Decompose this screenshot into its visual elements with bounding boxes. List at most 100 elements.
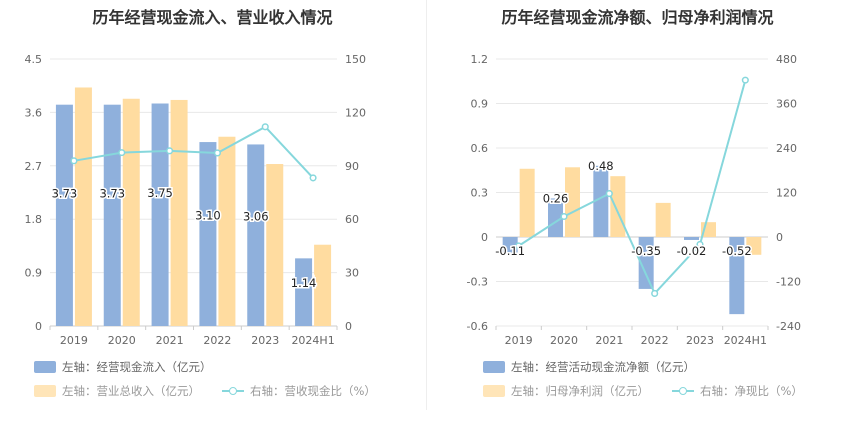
x-tick-label: 2023 bbox=[251, 334, 279, 347]
ratio-point bbox=[515, 242, 523, 250]
legend-label-net-cash-ratio: 右轴：净现比（%） bbox=[700, 384, 803, 398]
bar-data-label: 0.48 bbox=[588, 159, 614, 173]
y-right-tick-label: 90 bbox=[345, 160, 359, 173]
y-right-tick-label: 480 bbox=[776, 53, 797, 66]
bar-secondary bbox=[314, 244, 332, 326]
bar-data-label: 3.73 bbox=[99, 187, 125, 201]
bar-data-label: 3.73 bbox=[52, 187, 78, 201]
y-right-tick-label: 120 bbox=[776, 187, 797, 200]
bar-primary bbox=[502, 237, 518, 254]
y-right-tick-label: -240 bbox=[776, 320, 801, 333]
y-right-tick-label: 150 bbox=[345, 53, 366, 66]
bar-primary bbox=[103, 104, 121, 326]
bar-secondary bbox=[565, 167, 580, 237]
legend-label-revenue-cash-ratio: 右轴：营收现金比（%） bbox=[250, 384, 376, 398]
legend-item-cash-inflow[interactable]: 左轴：经营现金流入（亿元） bbox=[34, 360, 212, 374]
legend-item-revenue-cash-ratio[interactable]: 右轴：营收现金比（%） bbox=[222, 384, 376, 398]
x-tick-label: 2021 bbox=[156, 334, 184, 347]
ratio-point bbox=[560, 212, 568, 221]
y-right-tick-label: -120 bbox=[776, 276, 801, 289]
ratio-point bbox=[213, 149, 221, 157]
legend-label-net-cash-flow: 左轴：经营活动现金流净额（亿元） bbox=[511, 360, 695, 374]
y-left-tick-label: -0.6 bbox=[467, 320, 488, 333]
x-tick-label: 2021 bbox=[595, 334, 623, 347]
legend-swatch-net-profit bbox=[483, 385, 505, 397]
ratio-point bbox=[696, 240, 704, 248]
x-tick-label: 2024H1 bbox=[291, 334, 334, 347]
ratio-point bbox=[309, 174, 317, 182]
bar-data-label: -0.02 bbox=[677, 244, 707, 258]
ratio-point bbox=[70, 157, 78, 165]
x-tick-label: 2020 bbox=[550, 334, 578, 347]
y-left-tick-label: 4.5 bbox=[25, 53, 43, 66]
y-left-tick-label: 0.9 bbox=[471, 98, 489, 111]
y-left-tick-label: 1.8 bbox=[25, 213, 43, 226]
bar-secondary bbox=[218, 136, 236, 326]
legend-swatch-revenue-cash-ratio bbox=[222, 385, 244, 397]
y-right-tick-label: 30 bbox=[345, 267, 359, 280]
legend-label-net-profit: 左轴：归母净利润（亿元） bbox=[511, 384, 649, 398]
panel-divider bbox=[426, 0, 427, 410]
bar-data-label: 3.75 bbox=[147, 186, 173, 200]
chart-panel-left: 历年经营现金流入、营业收入情况 0 0.9 1.8 2.7 3.6 4.5 0 30 60 90 1… bbox=[25, 8, 376, 398]
legend-item-revenue[interactable]: 左轴：营业总收入（亿元） bbox=[34, 384, 200, 398]
legend-label-revenue: 左轴：营业总收入（亿元） bbox=[62, 384, 200, 398]
y-right-tick-label: 0 bbox=[776, 231, 783, 244]
bar-primary bbox=[199, 142, 217, 326]
chart-svg-left: 0 0.9 1.8 2.7 3.6 4.5 0 30 60 90 120 150 2019 2020 202… bbox=[25, 53, 367, 347]
y-left-tick-label: 0.6 bbox=[471, 142, 489, 155]
y-right-tick-label: 60 bbox=[345, 213, 359, 226]
legend-swatch-revenue bbox=[34, 385, 56, 397]
x-tick-label: 2024H1 bbox=[724, 334, 767, 347]
y-left-tick-label: 3.6 bbox=[25, 106, 43, 119]
ratio-point bbox=[651, 289, 659, 297]
legend-item-net-cash-flow[interactable]: 左轴：经营活动现金流净额（亿元） bbox=[483, 360, 695, 374]
ratio-line bbox=[73, 125, 314, 179]
bar-data-label: 0.26 bbox=[543, 191, 569, 205]
bar-primary bbox=[684, 237, 699, 240]
y-left-tick-label: 0 bbox=[35, 320, 42, 333]
bar-secondary bbox=[170, 99, 188, 326]
bar-data-label: 3.10 bbox=[195, 208, 221, 222]
x-tick-label: 2019 bbox=[505, 334, 533, 347]
chart-svg-right: -0.6 -0.3 0 0.3 0.6 0.9 1.2 -240 -120 0 120 240 360 4… bbox=[467, 53, 801, 347]
bar-data-label: 3.06 bbox=[243, 210, 269, 224]
bar-secondary bbox=[746, 237, 762, 255]
bar-data-label: -0.52 bbox=[722, 244, 752, 258]
y-left-tick-label: 1.2 bbox=[471, 53, 489, 66]
bar-primary bbox=[247, 144, 265, 326]
ratio-point bbox=[741, 76, 749, 84]
y-left-tick-label: 0.3 bbox=[471, 187, 489, 200]
bar-primary bbox=[729, 237, 745, 315]
bar-secondary bbox=[610, 176, 626, 237]
legend-item-net-profit[interactable]: 左轴：归母净利润（亿元） bbox=[483, 384, 649, 398]
bar-data-label: 1.14 bbox=[291, 276, 317, 290]
legend-swatch-cash-inflow bbox=[34, 361, 56, 373]
y-right-tick-label: 360 bbox=[776, 98, 797, 111]
y-left-tick-label: 0.9 bbox=[25, 267, 43, 280]
bar-primary bbox=[55, 104, 73, 326]
legend-swatch-net-cash-ratio bbox=[672, 385, 694, 397]
ratio-point bbox=[261, 123, 269, 131]
x-tick-label: 2023 bbox=[686, 334, 714, 347]
legend-swatch-net-cash-flow bbox=[483, 361, 505, 373]
x-tick-label: 2020 bbox=[108, 334, 136, 347]
ratio-point bbox=[166, 147, 174, 155]
legend-label-cash-inflow: 左轴：经营现金流入（亿元） bbox=[62, 360, 212, 374]
ratio-point bbox=[118, 149, 126, 157]
y-right-tick-label: 0 bbox=[345, 320, 352, 333]
bar-primary bbox=[593, 165, 609, 237]
y-left-tick-label: 0 bbox=[481, 231, 488, 244]
legend-item-net-cash-ratio[interactable]: 右轴：净现比（%） bbox=[672, 384, 803, 398]
bar-primary bbox=[548, 198, 563, 237]
chart-panel-right: 历年经营现金流净额、归母净利润情况 -0.6 -0.3 0 0.3 0.6 0.9 1.2-… bbox=[425, 0, 850, 437]
bar-primary bbox=[638, 237, 654, 289]
x-tick-label: 2019 bbox=[60, 334, 88, 347]
bar-data-label: -0.35 bbox=[631, 244, 661, 258]
ratio-line bbox=[518, 79, 747, 296]
bar-secondary bbox=[519, 168, 535, 237]
chart-title-right: 历年经营现金流净额、归母净利润情况 bbox=[501, 8, 774, 27]
bar-primary bbox=[295, 258, 313, 326]
bar-secondary bbox=[266, 164, 284, 326]
chart-title-left: 历年经营现金流入、营业收入情况 bbox=[92, 8, 333, 27]
